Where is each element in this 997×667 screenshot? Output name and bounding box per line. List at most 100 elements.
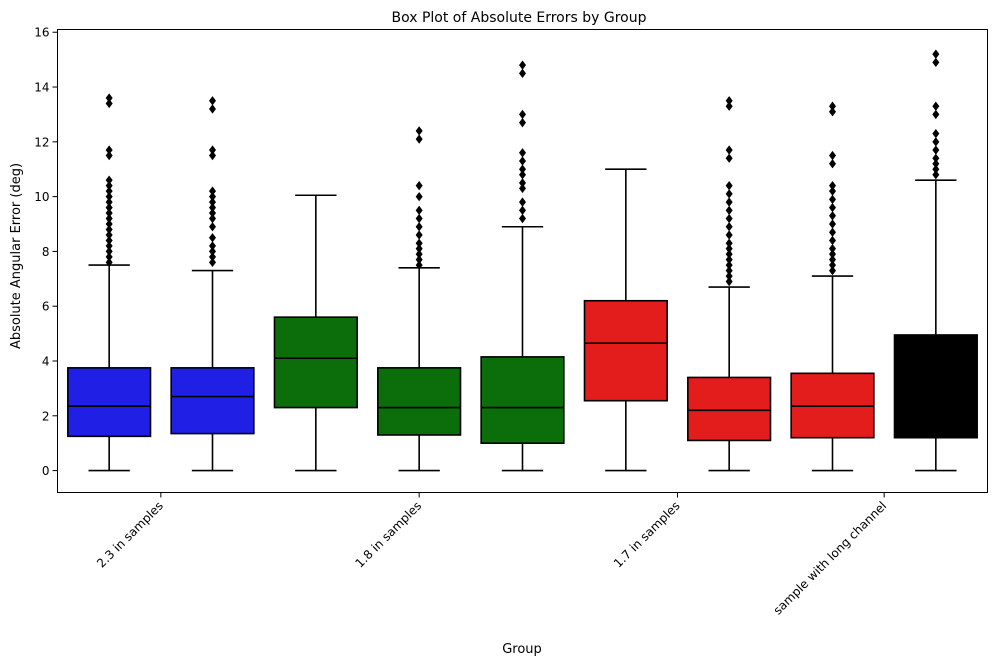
outlier-point [829, 107, 836, 117]
x-tick-label: 1.8 in samples [352, 499, 424, 571]
outlier-point [725, 260, 733, 270]
outlier-point [725, 249, 733, 259]
outlier-point [829, 219, 836, 229]
outlier-point [519, 68, 526, 79]
outlier-point [105, 93, 113, 103]
box-iqr [893, 334, 978, 439]
outlier-point [415, 222, 423, 232]
outlier-point [519, 205, 526, 215]
outlier-point [415, 205, 423, 215]
outlier-point [415, 126, 423, 136]
outlier-point [932, 145, 940, 155]
outlier-point [415, 254, 423, 265]
outlier-point [725, 153, 733, 163]
outlier-point [829, 244, 836, 254]
outlier-point [209, 246, 216, 257]
outlier-point [725, 180, 733, 191]
outlier-point [829, 265, 836, 276]
outlier-point [725, 276, 733, 287]
outlier-point [725, 265, 733, 276]
box-group [893, 49, 978, 472]
outlier-point [519, 109, 526, 120]
outlier-point [725, 145, 733, 155]
outlier-point [932, 170, 940, 180]
box-group [480, 60, 565, 472]
outlier-point [725, 254, 733, 265]
outlier-point [519, 164, 526, 174]
outlier-point [519, 183, 526, 194]
x-axis-label: Group [502, 642, 542, 657]
box-group [583, 168, 668, 472]
outlier-point [105, 241, 113, 251]
outlier-point [829, 260, 836, 270]
outlier-point [105, 208, 113, 218]
y-tick-label: 10 [34, 190, 49, 204]
y-tick-label: 14 [34, 81, 49, 95]
outlier-point [415, 191, 423, 202]
y-tick-label: 8 [42, 245, 50, 259]
y-tick-label: 4 [42, 354, 50, 368]
box-group [170, 96, 255, 472]
outlier-point [105, 224, 113, 235]
outlier-point [829, 227, 836, 237]
outlier-point [725, 189, 733, 199]
outlier-point [932, 49, 940, 59]
box-iqr [67, 367, 152, 438]
outlier-point [105, 257, 113, 268]
outlier-point [105, 98, 113, 109]
y-tick-label: 0 [42, 464, 50, 478]
outlier-point [932, 153, 940, 163]
outlier-point [209, 186, 216, 196]
outlier-point [932, 101, 940, 111]
box-group [687, 96, 772, 472]
outlier-point [105, 175, 113, 185]
y-tick-label: 12 [34, 135, 49, 149]
outlier-point [209, 233, 216, 243]
chart-title: Box Plot of Absolute Errors by Group [391, 10, 646, 26]
x-tick-label: sample with long channel [771, 499, 890, 618]
box-iqr [377, 367, 462, 436]
box-group [377, 126, 462, 472]
outlier-point [829, 211, 836, 221]
outlier-point [932, 164, 940, 174]
outlier-point [105, 230, 113, 240]
x-tick-label: 1.7 in samples [611, 499, 683, 571]
outlier-point [725, 205, 733, 215]
outlier-point [725, 213, 733, 224]
outlier-point [209, 191, 216, 202]
outlier-point [209, 145, 216, 155]
outlier-point [415, 238, 423, 248]
outlier-point [519, 178, 526, 188]
outlier-point [209, 150, 216, 161]
outlier-point [105, 202, 113, 213]
outlier-point [932, 109, 940, 120]
outlier-point [932, 137, 940, 147]
outlier-point [519, 148, 526, 158]
outlier-point [725, 238, 733, 248]
outlier-point [519, 156, 526, 166]
outlier-point [519, 60, 526, 70]
box-iqr [583, 299, 668, 402]
outlier-point [209, 241, 216, 251]
outlier-point [829, 202, 836, 213]
outlier-point [415, 180, 423, 191]
outlier-point [725, 271, 733, 281]
box-group [67, 93, 152, 472]
outlier-point [829, 180, 836, 191]
outlier-point [415, 213, 423, 224]
box-iqr [480, 356, 565, 444]
outlier-point [829, 159, 836, 169]
box-iqr [687, 376, 772, 442]
outlier-point [725, 101, 733, 111]
outlier-point [829, 194, 836, 205]
outlier-point [829, 235, 836, 246]
y-tick-label: 6 [42, 300, 50, 314]
outlier-point [829, 254, 836, 265]
outlier-point [209, 96, 216, 106]
outlier-point [932, 159, 940, 169]
outlier-point [105, 186, 113, 196]
outlier-point [519, 170, 526, 180]
outlier-point [105, 191, 113, 202]
outlier-point [725, 222, 733, 232]
